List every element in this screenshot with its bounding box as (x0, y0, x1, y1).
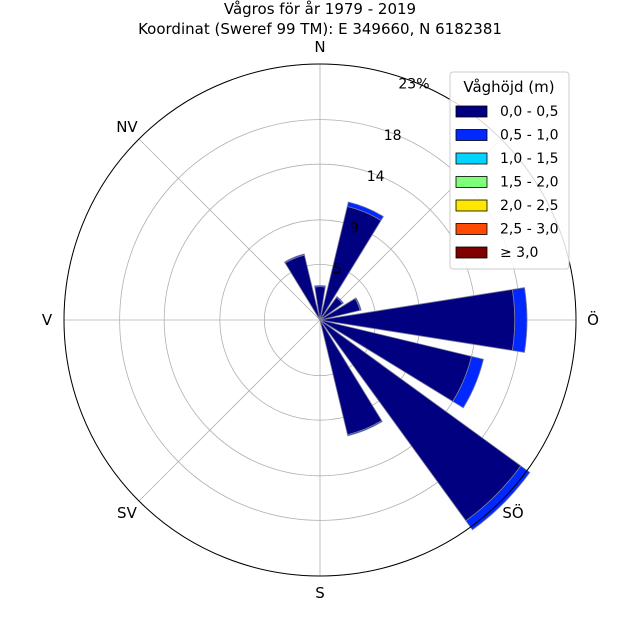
legend-title: Våghöjd (m) (463, 78, 554, 96)
direction-label-NV: NV (116, 118, 138, 136)
direction-label-SV: SV (117, 504, 138, 522)
bar-NÖ-bin-1 (335, 296, 344, 305)
direction-labels: N NV V SV S SÖ Ö (42, 38, 599, 602)
legend-swatch (455, 223, 488, 235)
legend-label: 2,5 - 3,0 (500, 222, 558, 238)
legend-swatch (455, 246, 488, 259)
direction-label-N: N (314, 38, 325, 56)
r-tick-label: 9 (350, 220, 359, 236)
direction-label-SÖ: SÖ (502, 503, 523, 522)
bar-ÖSÖ-bin-1 (452, 355, 484, 409)
chart-subtitle: Koordinat (Sweref 99 TM): E 349660, N 61… (138, 20, 502, 38)
bar-Ö-bin-1 (511, 287, 528, 353)
legend-label: ≥ 3,0 (500, 245, 538, 261)
grid-spoke (138, 138, 321, 321)
direction-label-V: V (42, 311, 53, 329)
bar-N-bin-1 (314, 285, 326, 288)
radial-tick-labels: 5 9 14 18 23% (333, 76, 430, 277)
r-tick-label: 5 (333, 262, 342, 278)
rose-bars (283, 201, 531, 531)
legend-swatch (455, 176, 488, 188)
r-tick-label: 14 (367, 169, 385, 185)
legend-label: 0,5 - 1,0 (500, 128, 558, 144)
direction-label-Ö: Ö (587, 310, 599, 329)
bar-NNÖ-bin-1 (346, 201, 384, 221)
bar-SSÖ-bin-1 (347, 420, 383, 437)
legend-label: 2,0 - 2,5 (500, 198, 558, 214)
bar-ÖNÖ-bin-1 (354, 297, 362, 311)
bar-NNV-bin-1 (283, 253, 305, 264)
direction-label-S: S (315, 584, 325, 602)
legend-label: 1,0 - 1,5 (500, 151, 558, 167)
legend-swatch (455, 129, 488, 141)
legend-box (449, 71, 570, 270)
grid-spoke (138, 319, 321, 502)
outer-frame (63, 63, 577, 577)
legend-swatch (455, 152, 488, 165)
chart-title: Vågros för år 1979 - 2019 (224, 0, 416, 18)
legend-label: 0,0 - 0,5 (500, 104, 558, 120)
legend-items: 0,0 - 0,5 0,5 - 1,0 1,0 - 1,5 1,5 - 2,0 2,0 … (455, 104, 558, 261)
bar-SÖ-bin-1 (465, 465, 531, 531)
legend-label: 1,5 - 2,0 (500, 175, 558, 191)
legend-swatch (455, 199, 488, 212)
legend: Våghöjd (m) 0,0 - 0,5 0,5 - 1,0 1,0 - 1,5 1… (449, 71, 570, 270)
r-tick-label: 18 (384, 128, 402, 144)
legend-swatch (455, 105, 488, 118)
r-tick-label: 23% (398, 76, 429, 92)
